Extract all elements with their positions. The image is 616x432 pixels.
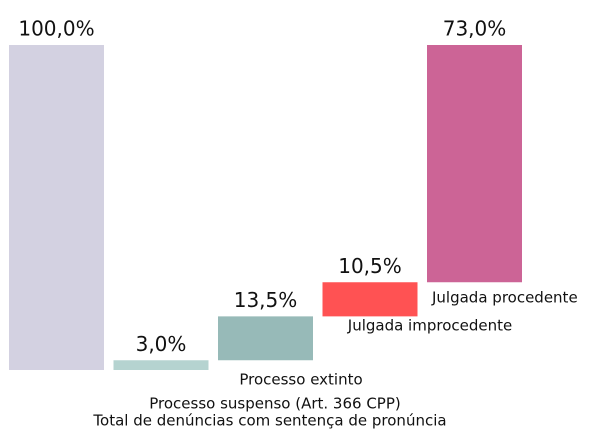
value-label: 3,0% (136, 332, 187, 356)
bar (427, 45, 522, 283)
value-label: 10,5% (338, 254, 402, 278)
bar (113, 360, 209, 370)
value-label: 100,0% (18, 17, 94, 41)
category-label: Processo suspenso (Art. 366 CPP) (149, 395, 401, 413)
value-label: 73,0% (443, 17, 507, 41)
category-label: Julgada procedente (431, 289, 578, 307)
category-label: Julgada improcedente (347, 317, 512, 335)
category-label: Processo extinto (239, 371, 362, 389)
value-label: 13,5% (234, 288, 298, 312)
bar (218, 316, 313, 361)
category-label: Total de denúncias com sentença de pronú… (92, 412, 446, 430)
bar (9, 45, 104, 370)
bar (322, 282, 418, 317)
